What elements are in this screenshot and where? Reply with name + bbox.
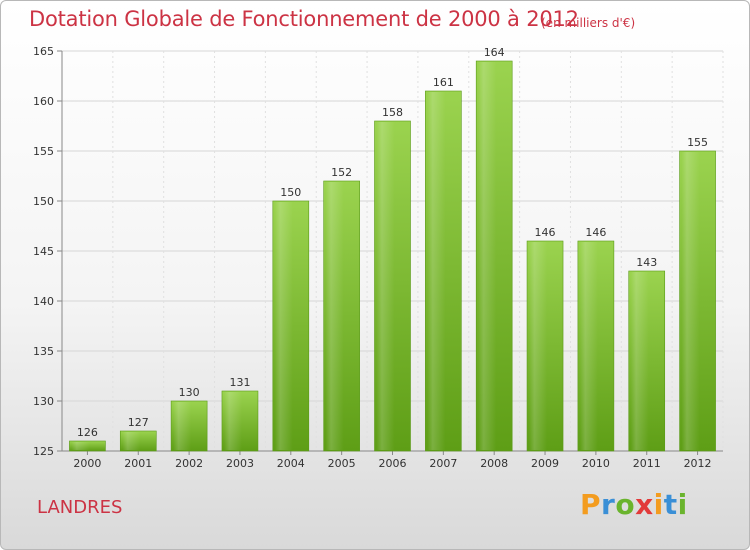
value-label: 152	[331, 166, 352, 179]
x-tick-label: 2009	[531, 457, 559, 470]
logo-letter: r	[601, 488, 616, 521]
logo-letter: i	[677, 488, 688, 521]
value-label: 127	[128, 416, 149, 429]
bar-highlight	[529, 242, 548, 450]
x-tick-label: 2002	[175, 457, 203, 470]
bar-highlight	[681, 152, 700, 450]
bar-highlight	[630, 272, 649, 450]
y-tick-label: 140	[33, 295, 54, 308]
x-tick-label: 2012	[684, 457, 712, 470]
bar-highlight	[325, 182, 344, 450]
y-tick-label: 150	[33, 195, 54, 208]
x-tick-label: 2007	[429, 457, 457, 470]
x-tick-label: 2006	[379, 457, 407, 470]
value-label: 143	[636, 256, 657, 269]
bar-highlight	[223, 392, 242, 450]
y-tick-label: 135	[33, 345, 54, 358]
place-name: LANDRES	[37, 497, 123, 518]
y-tick-label: 155	[33, 145, 54, 158]
bar-highlight	[274, 202, 293, 450]
y-tick-label: 165	[33, 45, 54, 58]
bar-highlight	[427, 92, 446, 450]
value-label: 130	[179, 386, 200, 399]
y-tick-label: 125	[33, 445, 54, 458]
logo-letter: i	[653, 488, 664, 521]
value-label: 126	[77, 426, 98, 439]
bar-highlight	[579, 242, 598, 450]
chart-subtitle: (en milliers d'€)	[541, 16, 636, 30]
logo-letter: t	[663, 488, 678, 521]
logo-letter: x	[635, 488, 654, 521]
y-tick-label: 145	[33, 245, 54, 258]
value-label: 155	[687, 136, 708, 149]
value-label: 161	[433, 76, 454, 89]
logo-letter: P	[580, 488, 602, 521]
bar-layer	[69, 60, 716, 452]
x-tick-label: 2000	[73, 457, 101, 470]
bar-highlight	[122, 432, 141, 450]
x-tick-label: 2001	[124, 457, 152, 470]
value-label: 158	[382, 106, 403, 119]
logo-letter: o	[615, 488, 636, 521]
x-tick-label: 2010	[582, 457, 610, 470]
x-tick-label: 2005	[328, 457, 356, 470]
bar-highlight	[376, 122, 395, 450]
proxiti-logo: Proxiti	[580, 488, 688, 521]
value-label: 146	[585, 226, 606, 239]
value-label: 131	[229, 376, 250, 389]
axis-layer: 125 130 135 140 145 150 155 160 165 2000 2001 2002 2…	[33, 45, 723, 470]
value-label: 146	[535, 226, 556, 239]
bar-highlight	[71, 442, 90, 450]
value-label: 150	[280, 186, 301, 199]
y-tick-label: 130	[33, 395, 54, 408]
x-tick-label: 2008	[480, 457, 508, 470]
x-tick-label: 2011	[633, 457, 661, 470]
x-tick-label: 2003	[226, 457, 254, 470]
x-tick-label: 2004	[277, 457, 305, 470]
bar-highlight	[478, 62, 497, 450]
value-label: 164	[484, 46, 505, 59]
bar-highlight	[173, 402, 192, 450]
y-tick-label: 160	[33, 95, 54, 108]
label-layer: 126 127 130 131 150 152 158 161 164 146 146 143 155	[77, 46, 708, 439]
chart-title: Dotation Globale de Fonctionnement de 20…	[29, 7, 579, 31]
